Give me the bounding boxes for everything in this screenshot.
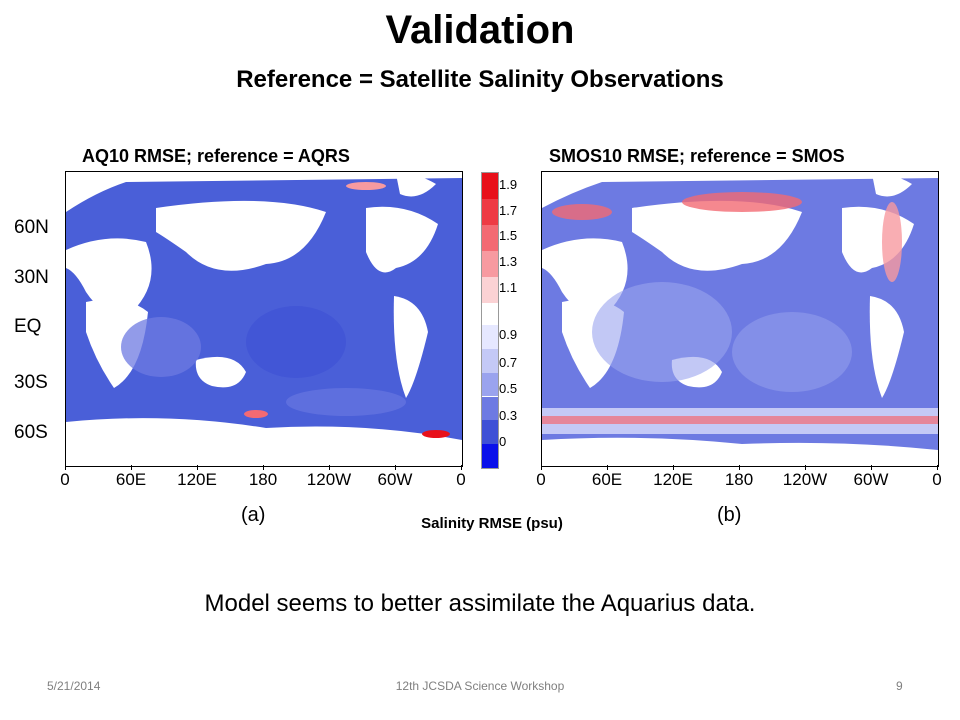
lon-label: 180 bbox=[248, 470, 278, 489]
lon-label: 0 bbox=[932, 470, 942, 489]
map-b-svg bbox=[542, 172, 938, 466]
colorbar-label: 1.5 bbox=[499, 228, 518, 243]
colorbar-swatch bbox=[482, 420, 498, 445]
colorbar-label: 1.7 bbox=[499, 203, 518, 218]
colorbar-label: 1.3 bbox=[499, 254, 518, 269]
lon-tick bbox=[606, 465, 608, 470]
colorbar bbox=[481, 172, 499, 469]
colorbar-label: 1.1 bbox=[499, 280, 518, 295]
lon-label: 60E bbox=[591, 470, 623, 489]
colorbar-gap bbox=[482, 303, 498, 325]
conclusion-text: Model seems to better assimilate the Aqu… bbox=[204, 590, 756, 617]
colorbar-label: 0 bbox=[499, 434, 507, 449]
colorbar-label: 1.9 bbox=[499, 177, 518, 192]
lon-label: 120W bbox=[782, 470, 828, 489]
colorbar-high-segment bbox=[482, 173, 498, 303]
colorbar-title: Salinity RMSE (psu) bbox=[421, 515, 563, 532]
colorbar-swatch bbox=[482, 225, 498, 251]
slide-title: Validation bbox=[385, 8, 575, 52]
panel-b-caption: (b) bbox=[717, 504, 742, 526]
lon-tick bbox=[460, 465, 462, 470]
colorbar-swatch bbox=[482, 325, 498, 349]
lon-tick bbox=[196, 465, 198, 470]
lon-tick bbox=[130, 465, 132, 470]
colorbar-label: 0.5 bbox=[499, 381, 518, 396]
colorbar-swatch bbox=[482, 396, 498, 421]
panel-a-title: AQ10 RMSE; reference = AQRS bbox=[82, 146, 350, 166]
lat-label-60n: 60N bbox=[14, 217, 49, 238]
lon-label: 60E bbox=[115, 470, 147, 489]
lat-label-60s: 60S bbox=[14, 422, 48, 443]
lat-label-30s: 30S bbox=[14, 372, 48, 393]
footer-event: 12th JCSDA Science Workshop bbox=[395, 679, 565, 693]
panel-b-title: SMOS10 RMSE; reference = SMOS bbox=[549, 146, 845, 166]
lon-tick bbox=[394, 465, 396, 470]
colorbar-swatch bbox=[482, 251, 498, 277]
lat-label-eq: EQ bbox=[14, 316, 42, 337]
colorbar-label: 0.9 bbox=[499, 327, 518, 342]
lon-tick bbox=[870, 465, 872, 470]
lon-label: 0 bbox=[60, 470, 70, 489]
slide-subtitle: Reference = Satellite Salinity Observati… bbox=[236, 66, 724, 93]
lon-label: 0 bbox=[536, 470, 546, 489]
colorbar-low-segment bbox=[482, 325, 498, 468]
lon-tick bbox=[328, 465, 330, 470]
lon-tick bbox=[540, 465, 542, 470]
footer-page-number: 9 bbox=[896, 679, 903, 693]
colorbar-swatch bbox=[482, 199, 498, 225]
colorbar-swatch bbox=[482, 173, 498, 199]
colorbar-swatch bbox=[482, 348, 498, 373]
lon-label: 120E bbox=[653, 470, 693, 489]
colorbar-label: 0.7 bbox=[499, 355, 518, 370]
colorbar-swatch bbox=[482, 372, 498, 397]
lon-label: 120E bbox=[177, 470, 217, 489]
lon-tick bbox=[672, 465, 674, 470]
lon-label: 0 bbox=[456, 470, 466, 489]
lon-tick bbox=[262, 465, 264, 470]
map-panel-b bbox=[541, 171, 939, 467]
lat-label-30n: 30N bbox=[14, 267, 49, 288]
footer-date: 5/21/2014 bbox=[47, 679, 101, 693]
lon-label: 60W bbox=[853, 470, 889, 489]
lon-label: 180 bbox=[724, 470, 754, 489]
panel-a-caption: (a) bbox=[241, 504, 266, 526]
lon-tick bbox=[64, 465, 66, 470]
lon-label: 60W bbox=[377, 470, 413, 489]
lon-tick bbox=[738, 465, 740, 470]
lon-tick bbox=[804, 465, 806, 470]
map-a-svg bbox=[66, 172, 462, 466]
map-panel-a bbox=[65, 171, 463, 467]
lon-tick bbox=[936, 465, 938, 470]
lon-label: 120W bbox=[306, 470, 352, 489]
colorbar-swatch bbox=[482, 444, 498, 468]
colorbar-label: 0.3 bbox=[499, 408, 518, 423]
colorbar-swatch bbox=[482, 277, 498, 303]
